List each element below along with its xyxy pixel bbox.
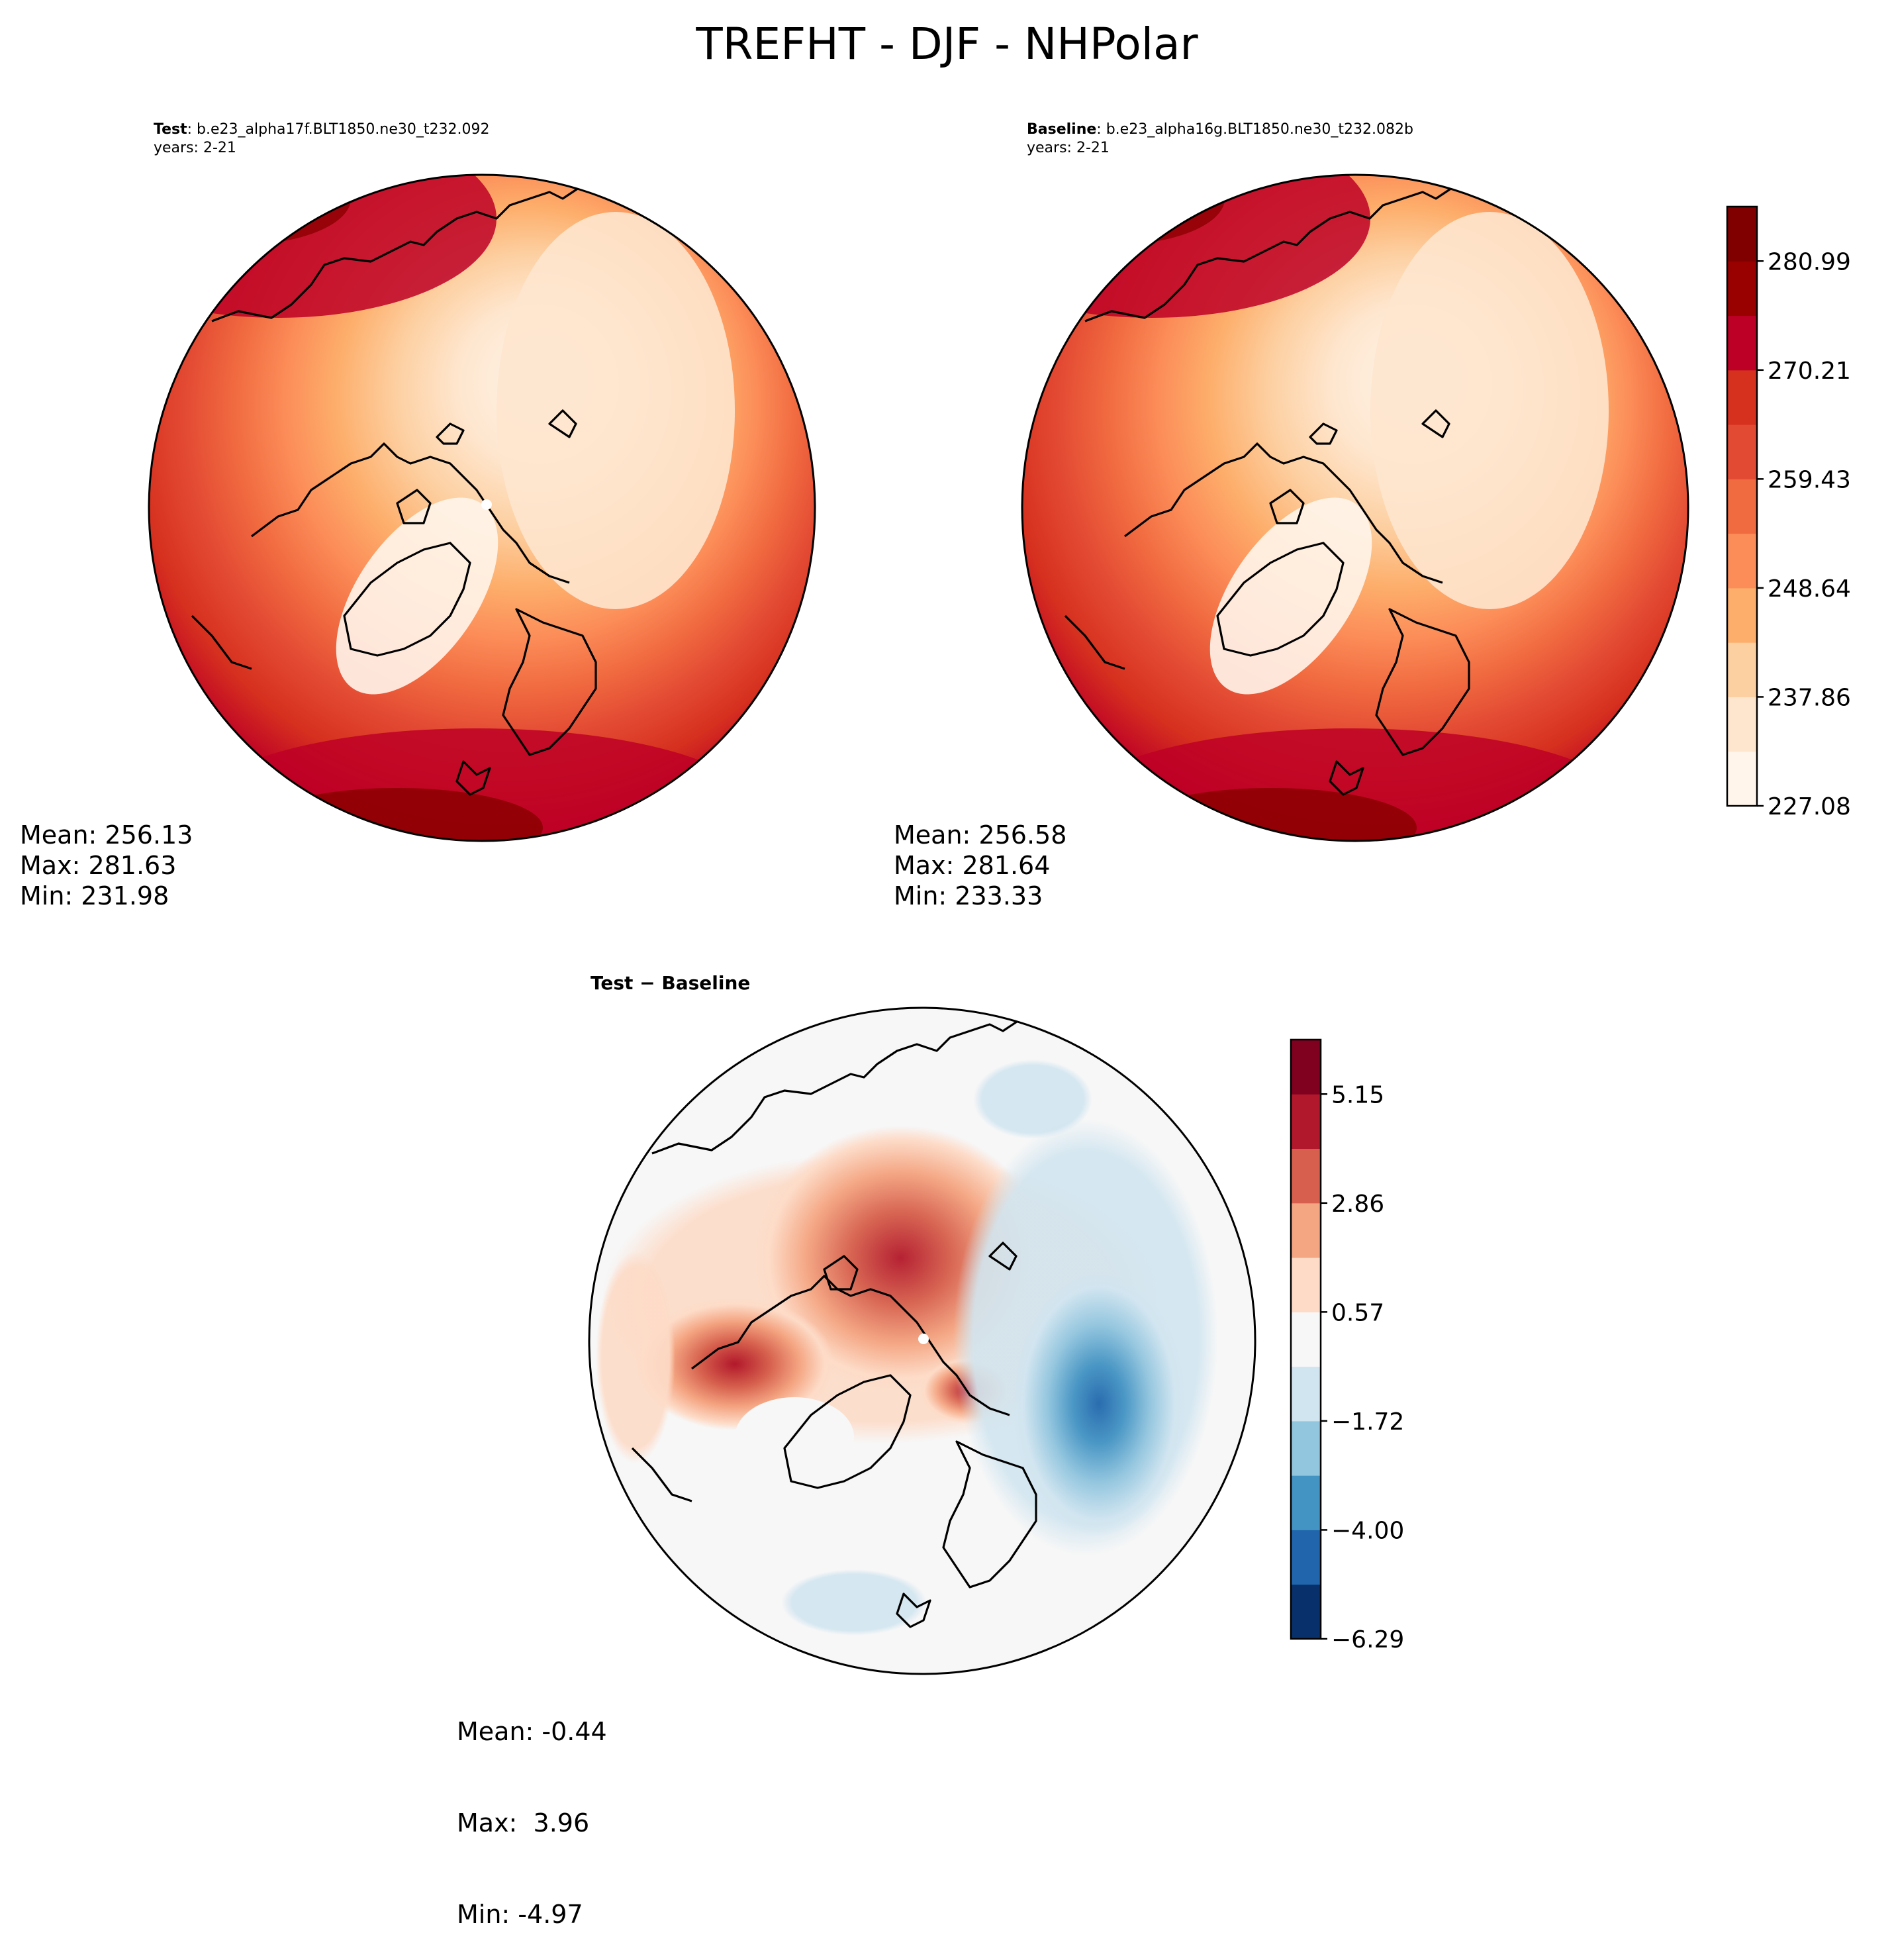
colorbar-main-segment [1727, 479, 1757, 534]
colorbar-diff-segment [1291, 1094, 1321, 1150]
baseline-stats: Mean: 256.58 Max: 281.64 Min: 233.33 [894, 820, 1066, 911]
colorbar-diff-segment [1291, 1202, 1321, 1258]
colorbar-diff-tick-label: −1.72 [1331, 1408, 1404, 1436]
baseline-label-case: : b.e23_alpha16g.BLT1850.ne30_t232.082b [1096, 121, 1413, 138]
colorbar-diff-tick-label: 2.86 [1331, 1191, 1384, 1218]
colorbar-main-segment [1727, 369, 1757, 425]
colorbar-main-segment [1727, 424, 1757, 479]
colorbar-diff-segment [1291, 1584, 1321, 1640]
colorbar-main-frame [1726, 205, 1758, 807]
diff-mean: Mean: -0.44 [457, 1717, 607, 1746]
colorbar-main-segment [1727, 642, 1757, 697]
test-label-name: Test [154, 121, 187, 138]
figure-title: TREFHT - DJF - NHPolar [696, 19, 1198, 70]
colorbar-main-tick-label: 248.64 [1768, 575, 1851, 603]
colorbar-diff-segment [1291, 1420, 1321, 1476]
colorbar-main-segment [1727, 207, 1757, 262]
colorbar-diff-tick-label: −4.00 [1331, 1517, 1404, 1544]
colorbar-main-segment [1727, 697, 1757, 752]
colorbar-main-segment [1727, 315, 1757, 371]
colorbar-diff-segment [1291, 1530, 1321, 1585]
colorbar-main-tick-label: 270.21 [1768, 358, 1851, 385]
colorbar-main-tick-label: 280.99 [1768, 248, 1851, 275]
colorbar-main-tick-label: 227.08 [1768, 793, 1851, 820]
test-map [148, 173, 816, 842]
baseline-min: Min: 233.33 [894, 881, 1043, 910]
test-label-years: years: 2-21 [154, 140, 236, 156]
colorbar-main-segment [1727, 261, 1757, 317]
colorbar-diff-tick-label: 5.15 [1331, 1081, 1384, 1108]
colorbar-main-segment [1727, 533, 1757, 589]
baseline-label-name: Baseline [1027, 121, 1097, 138]
baseline-label: Baseline: b.e23_alpha16g.BLT1850.ne30_t2… [1027, 121, 1413, 158]
colorbar-diff-segment [1291, 1257, 1321, 1312]
baseline-max: Max: 281.64 [894, 851, 1051, 880]
colorbar-diff-frame [1290, 1038, 1322, 1640]
test-max: Max: 281.63 [20, 851, 177, 880]
baseline-map [1021, 173, 1689, 842]
test-label-case: : b.e23_alpha17f.BLT1850.ne30_t232.092 [187, 121, 490, 138]
baseline-mean: Mean: 256.58 [894, 820, 1067, 850]
colorbar-diff-segment [1291, 1148, 1321, 1204]
colorbar-diff-segment [1291, 1040, 1321, 1095]
colorbar-diff-segment [1291, 1312, 1321, 1367]
colorbar-main-segment [1727, 751, 1757, 807]
colorbar-diff-segment [1291, 1475, 1321, 1530]
colorbar-diff-segment [1291, 1366, 1321, 1422]
diff-max: Max: 3.96 [457, 1808, 590, 1838]
test-label: Test: b.e23_alpha17f.BLT1850.ne30_t232.0… [154, 121, 489, 158]
colorbar-diff-tick-label: 0.57 [1331, 1299, 1384, 1326]
test-stats: Mean: 256.13 Max: 281.63 Min: 231.98 [20, 820, 193, 911]
test-min: Min: 231.98 [20, 881, 169, 910]
colorbar-diff: −6.29 −4.00 −1.72 0.57 2.86 5.15 [1290, 1038, 1404, 1653]
colorbar-main-segment [1727, 587, 1757, 643]
diff-stats: Mean: -0.44 Max: 3.96 Min: -4.97 [457, 1655, 607, 1960]
diff-map [588, 1006, 1256, 1675]
colorbar-main-tick-label: 259.43 [1768, 466, 1851, 493]
colorbar-main-tick-label: 237.86 [1768, 684, 1851, 711]
diff-min: Min: -4.97 [457, 1900, 583, 1929]
colorbar-main: 227.08 237.86 248.64 259.43 270.21 280.99 [1726, 205, 1851, 820]
colorbar-diff-tick-label: −6.29 [1331, 1626, 1404, 1653]
test-mean: Mean: 256.13 [20, 820, 193, 850]
baseline-label-years: years: 2-21 [1027, 140, 1110, 156]
diff-label: Test − Baseline [591, 972, 751, 994]
